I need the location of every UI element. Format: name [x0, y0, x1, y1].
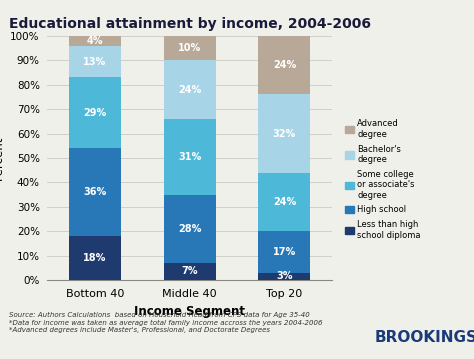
Bar — [258, 173, 310, 231]
Text: Source: Authors Calculations  based on Household Head from CPS data for Age 35-4: Source: Authors Calculations based on Ho… — [9, 312, 323, 333]
Bar — [164, 195, 216, 263]
Text: 36%: 36% — [83, 187, 107, 197]
Bar — [258, 94, 310, 173]
Text: 28%: 28% — [178, 224, 201, 234]
Text: 32%: 32% — [273, 129, 296, 139]
Bar — [164, 263, 216, 280]
Bar — [69, 148, 121, 236]
Text: 24%: 24% — [273, 60, 296, 70]
Bar — [258, 231, 310, 273]
Legend: Advanced
degree, Bachelor's
degree, Some college
or associate's
degree, High sch: Advanced degree, Bachelor's degree, Some… — [346, 119, 420, 240]
Text: 4%: 4% — [87, 36, 103, 46]
Bar — [69, 236, 121, 280]
X-axis label: Income Segment: Income Segment — [134, 304, 245, 318]
Text: 31%: 31% — [178, 152, 201, 162]
Bar — [258, 273, 310, 280]
Text: 3%: 3% — [276, 271, 292, 281]
Bar — [164, 36, 216, 60]
Text: 17%: 17% — [273, 247, 296, 257]
Bar — [69, 46, 121, 78]
Text: 24%: 24% — [178, 85, 201, 95]
Text: BROOKINGS: BROOKINGS — [375, 330, 474, 345]
Title: Educational attainment by income, 2004-2006: Educational attainment by income, 2004-2… — [9, 17, 371, 31]
Text: 29%: 29% — [83, 108, 107, 118]
Y-axis label: Percent: Percent — [0, 136, 5, 180]
Bar — [164, 60, 216, 119]
Bar — [69, 78, 121, 148]
Bar — [69, 36, 121, 46]
Bar — [164, 119, 216, 195]
Text: 18%: 18% — [83, 253, 107, 263]
Text: 24%: 24% — [273, 197, 296, 207]
Text: 10%: 10% — [178, 43, 201, 53]
Text: 7%: 7% — [182, 266, 198, 276]
Text: 13%: 13% — [83, 56, 107, 66]
Bar — [258, 36, 310, 94]
